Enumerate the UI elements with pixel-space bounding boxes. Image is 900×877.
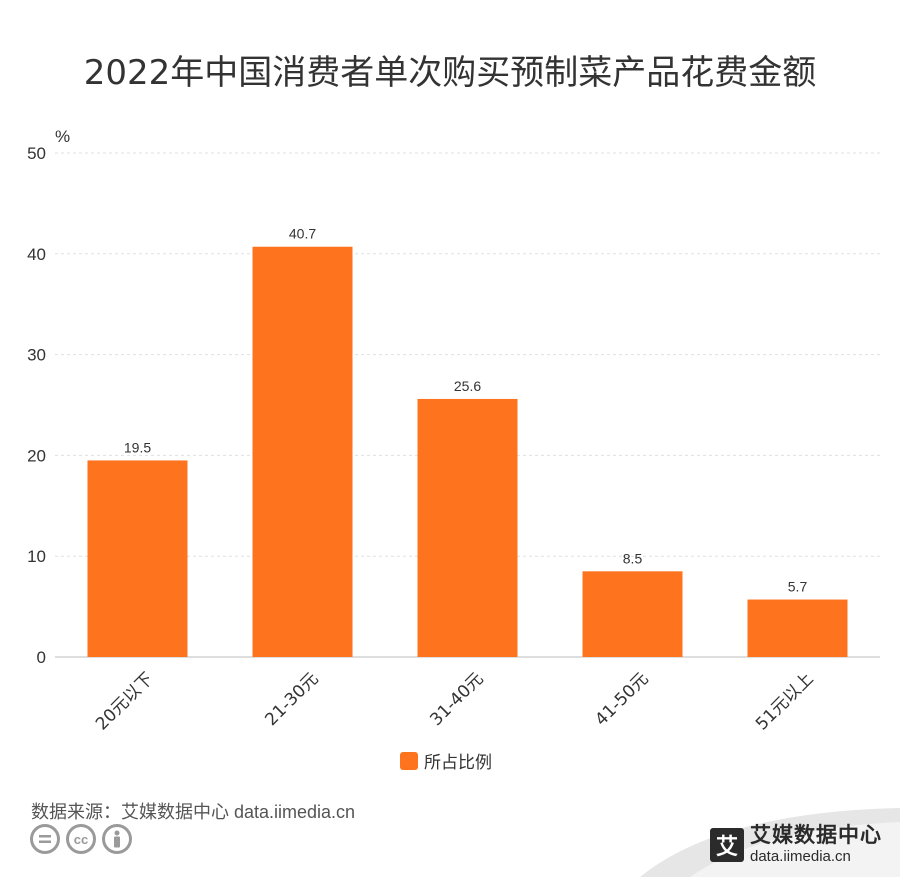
brand-name: 艾媒数据中心: [750, 824, 882, 847]
brand-logo: 艾: [710, 827, 744, 862]
y-tick-label: 0: [37, 648, 46, 667]
legend: 所占比例: [400, 748, 492, 773]
y-tick-label: 50: [27, 144, 46, 163]
y-axis-unit: %: [55, 127, 70, 146]
source-note: 数据来源：艾媒数据中心 data.iimedia.cn: [31, 802, 356, 822]
cc-icon: cc: [66, 824, 96, 854]
bar: [747, 599, 848, 657]
equals-icon: [30, 824, 60, 854]
license-icons: cc: [30, 824, 132, 854]
data-label: 8.5: [623, 550, 643, 566]
bar: [417, 398, 518, 657]
bar: [87, 460, 188, 657]
y-tick-label: 30: [27, 346, 46, 365]
legend-swatch: [400, 751, 418, 770]
bar: [582, 571, 683, 657]
y-tick-label: 20: [27, 446, 46, 465]
data-label: 40.7: [289, 226, 316, 242]
y-tick-label: 40: [27, 245, 46, 264]
bar: [252, 246, 353, 657]
chart-title: 2022年中国消费者单次购买预制菜产品花费金额: [83, 53, 817, 93]
data-label: 5.7: [788, 579, 808, 595]
data-label: 19.5: [124, 439, 151, 455]
brand: 艾 艾媒数据中心 data.iimedia.cn: [710, 825, 882, 864]
brand-url: data.iimedia.cn: [750, 848, 851, 865]
legend-label: 所占比例: [424, 753, 492, 772]
data-label: 25.6: [454, 378, 481, 394]
bar-chart: 01020304050%19.520元以下40.721-30元25.631-40…: [27, 127, 880, 734]
y-tick-label: 10: [27, 547, 46, 566]
person-icon: [102, 824, 132, 854]
